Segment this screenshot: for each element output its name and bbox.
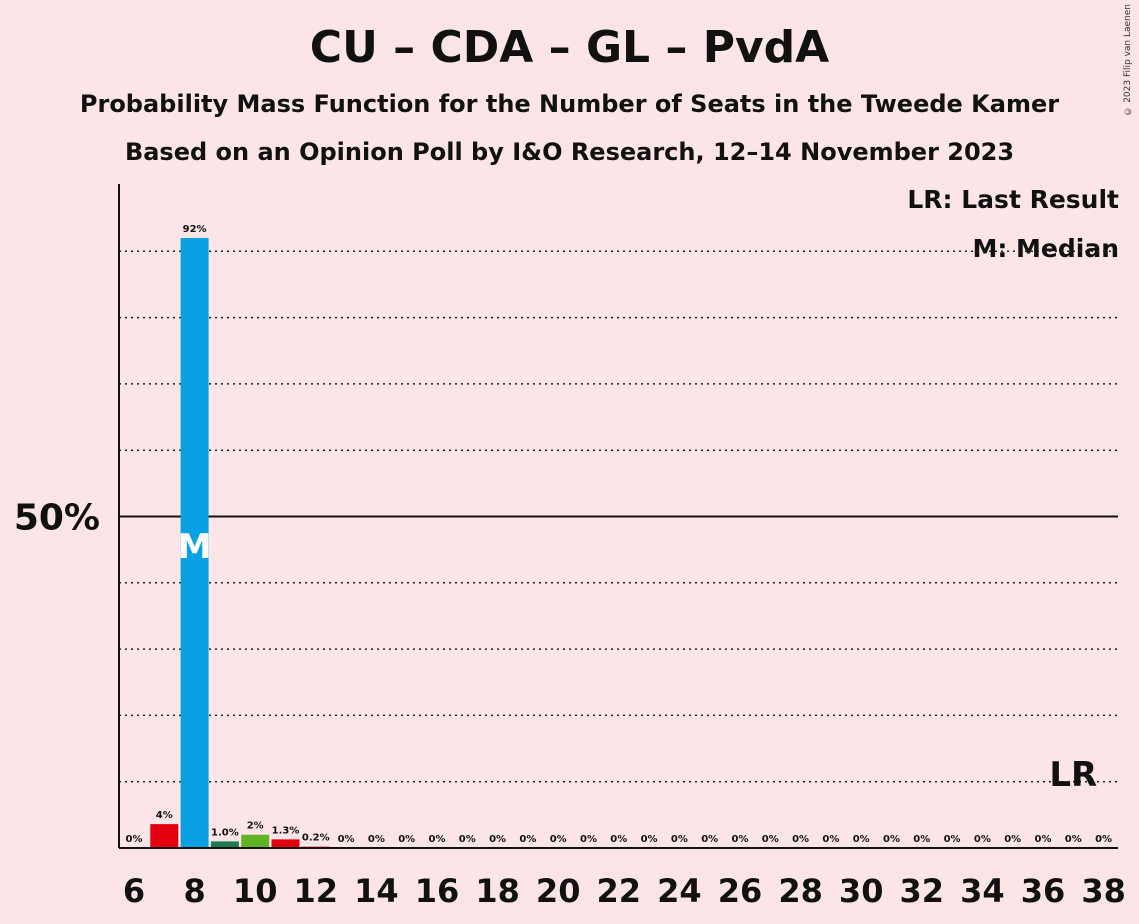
bar-label-30: 0% <box>853 834 870 845</box>
bar-label-23: 0% <box>641 834 658 845</box>
x-tick-label: 8 <box>183 872 205 910</box>
bar-label-12: 0.2% <box>302 833 330 844</box>
x-tick-label: 34 <box>960 872 1005 910</box>
x-tick-label: 36 <box>1021 872 1066 910</box>
chart-subtitle-poll: Based on an Opinion Poll by I&O Research… <box>124 138 1015 166</box>
bar-label-33: 0% <box>944 834 961 845</box>
bar-label-37: 0% <box>1065 834 1082 845</box>
median-marker: M <box>178 527 212 567</box>
bar-label-38: 0% <box>1095 834 1112 845</box>
bar-label-6: 0% <box>126 834 143 845</box>
bar-label-11: 1.3% <box>272 825 300 836</box>
bar-label-22: 0% <box>610 834 627 845</box>
x-tick-label: 12 <box>294 872 339 910</box>
x-tick-label: 32 <box>900 872 945 910</box>
bar-label-26: 0% <box>732 834 749 845</box>
x-tick-label: 18 <box>475 872 520 910</box>
bar-8 <box>180 238 209 849</box>
legend-last-result: LR: Last Result <box>907 185 1119 214</box>
bar-label-7: 4% <box>156 810 173 821</box>
x-tick-label: 14 <box>354 872 399 910</box>
bar-label-15: 0% <box>398 834 415 845</box>
legend-median: M: Median <box>972 234 1119 263</box>
x-tick-label: 10 <box>233 872 278 910</box>
bar-label-8: 92% <box>183 224 207 235</box>
bar-label-20: 0% <box>550 834 567 845</box>
x-tick-label: 30 <box>839 872 884 910</box>
x-tick-label: 26 <box>718 872 763 910</box>
bar-label-10: 2% <box>247 821 264 832</box>
bar-label-28: 0% <box>792 834 809 845</box>
bar-label-36: 0% <box>1035 834 1052 845</box>
bar-label-29: 0% <box>822 834 839 845</box>
bar-label-17: 0% <box>459 834 476 845</box>
bar-7 <box>150 824 179 848</box>
bar-label-13: 0% <box>338 834 355 845</box>
bar-9 <box>210 841 239 848</box>
bar-label-25: 0% <box>701 834 718 845</box>
last-result-marker: LR <box>1049 755 1097 795</box>
bar-label-32: 0% <box>913 834 930 845</box>
y-tick-label: 50% <box>14 498 100 539</box>
bar-label-35: 0% <box>1004 834 1021 845</box>
bar-label-31: 0% <box>883 834 900 845</box>
bar-label-21: 0% <box>580 834 597 845</box>
x-tick-label: 24 <box>657 872 702 910</box>
x-tick-label: 28 <box>778 872 823 910</box>
bar-label-18: 0% <box>489 834 506 845</box>
chart-title: CU – CDA – GL – PvdA <box>309 22 830 73</box>
x-tick-label: 22 <box>597 872 642 910</box>
bar-11 <box>271 839 300 848</box>
bar-label-19: 0% <box>519 834 536 845</box>
bar-label-24: 0% <box>671 834 688 845</box>
x-tick-label: 20 <box>536 872 581 910</box>
bar-label-9: 1.0% <box>211 827 239 838</box>
x-tick-label: 6 <box>123 872 145 910</box>
bar-10 <box>241 834 270 848</box>
bar-label-34: 0% <box>974 834 991 845</box>
x-tick-label: 16 <box>415 872 460 910</box>
bar-label-16: 0% <box>429 834 446 845</box>
bar-label-27: 0% <box>762 834 779 845</box>
x-tick-label: 38 <box>1081 872 1126 910</box>
chart-subtitle: Probability Mass Function for the Number… <box>79 90 1060 118</box>
bar-label-14: 0% <box>368 834 385 845</box>
